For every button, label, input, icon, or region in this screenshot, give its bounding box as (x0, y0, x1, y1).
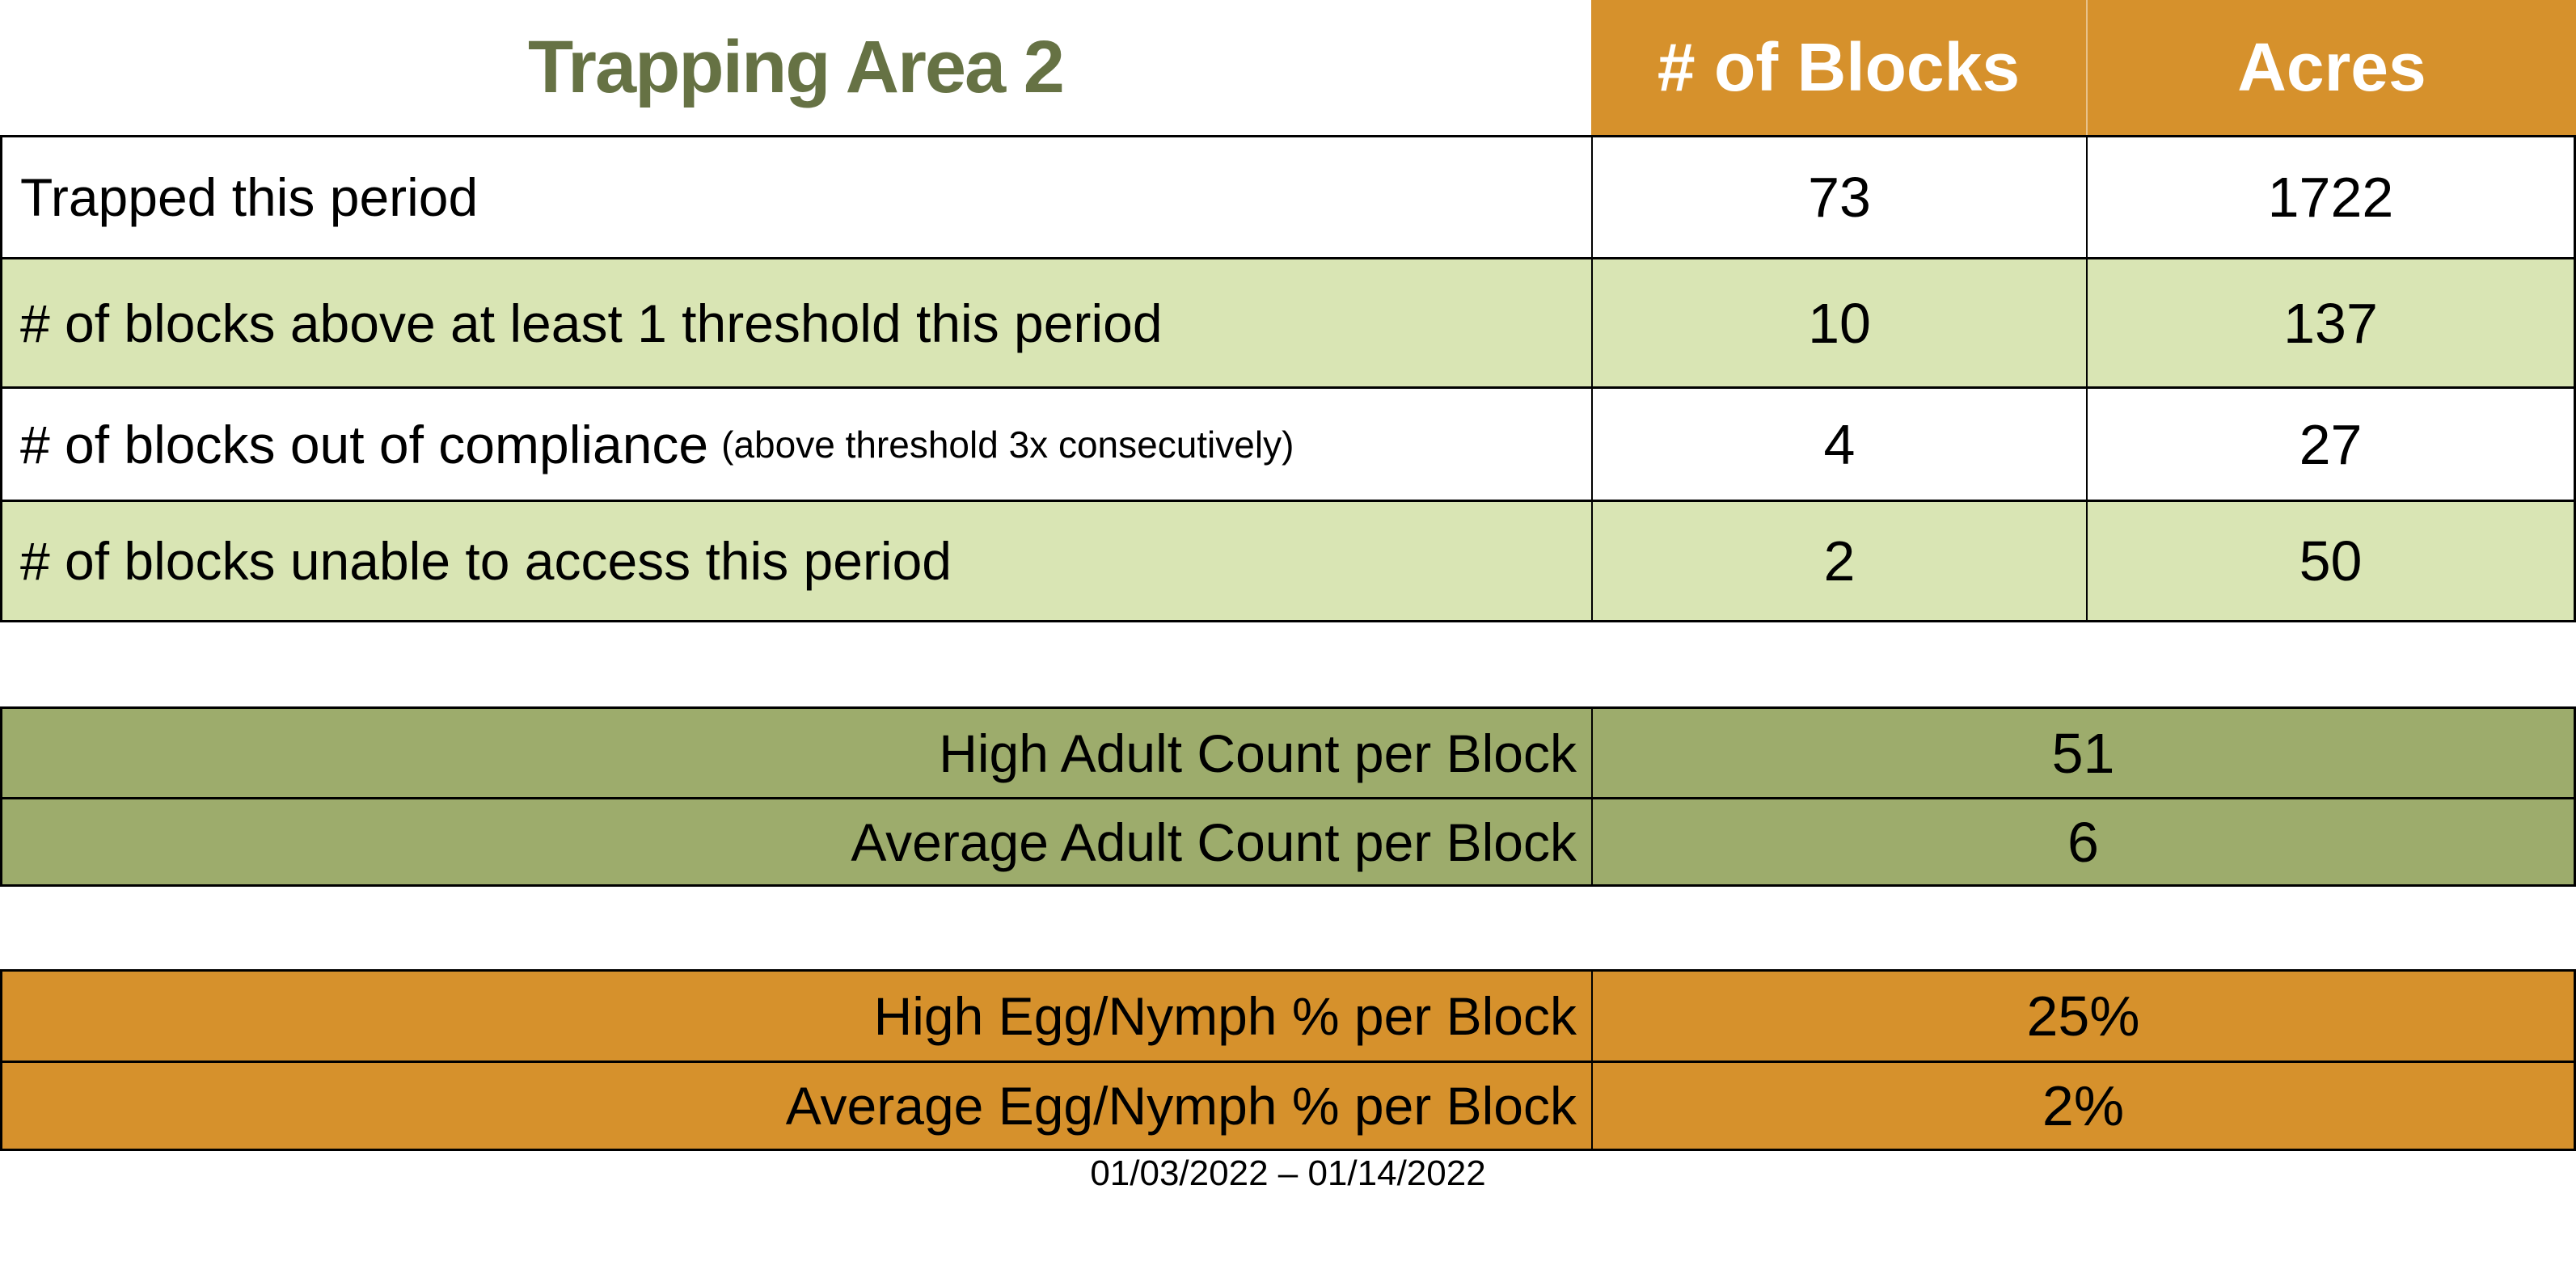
row-label-text: # of blocks above at least 1 threshold t… (20, 293, 1163, 353)
cell-above-threshold-acres: 137 (2086, 257, 2576, 386)
cell-out-of-compliance-blocks: 4 (1591, 386, 2086, 500)
column-header-acres: Acres (2086, 0, 2576, 135)
cell-trapped-blocks: 73 (1591, 135, 2086, 257)
row-label-high-adult-count: High Adult Count per Block (0, 706, 1591, 797)
row-label-note: (above threshold 3x consecutively) (721, 423, 1294, 466)
cell-high-egg-nymph: 25% (1591, 969, 2576, 1061)
trapping-summary-table: Trapping Area 2 # of Blocks Acres Trappe… (0, 0, 2576, 622)
adult-count-table: High Adult Count per Block 51 Average Ad… (0, 706, 2576, 887)
row-label-out-of-compliance: # of blocks out of compliance (above thr… (0, 386, 1591, 500)
cell-above-threshold-blocks: 10 (1591, 257, 2086, 386)
row-label-unable-to-access: # of blocks unable to access this period (0, 500, 1591, 622)
cell-unable-to-access-blocks: 2 (1591, 500, 2086, 622)
row-label-text: # of blocks unable to access this period (20, 531, 952, 591)
row-label-average-adult-count: Average Adult Count per Block (0, 797, 1591, 887)
date-range-label: 01/03/2022 – 01/14/2022 (1090, 1153, 1486, 1193)
cell-high-adult-count: 51 (1591, 706, 2576, 797)
row-label-text: Trapped this period (20, 167, 479, 227)
cell-trapped-acres: 1722 (2086, 135, 2576, 257)
row-label-text: # of blocks out of compliance (20, 414, 709, 474)
row-label-average-egg-nymph: Average Egg/Nymph % per Block (0, 1061, 1591, 1151)
row-label-trapped-this-period: Trapped this period (0, 135, 1591, 257)
cell-average-egg-nymph: 2% (1591, 1061, 2576, 1151)
cell-average-adult-count: 6 (1591, 797, 2576, 887)
egg-nymph-table: High Egg/Nymph % per Block 25% Average E… (0, 969, 2576, 1151)
cell-out-of-compliance-acres: 27 (2086, 386, 2576, 500)
column-header-blocks: # of Blocks (1591, 0, 2086, 135)
cell-unable-to-access-acres: 50 (2086, 500, 2576, 622)
row-label-high-egg-nymph: High Egg/Nymph % per Block (0, 969, 1591, 1061)
page-title: Trapping Area 2 (528, 26, 1065, 108)
row-label-above-threshold: # of blocks above at least 1 threshold t… (0, 257, 1591, 386)
